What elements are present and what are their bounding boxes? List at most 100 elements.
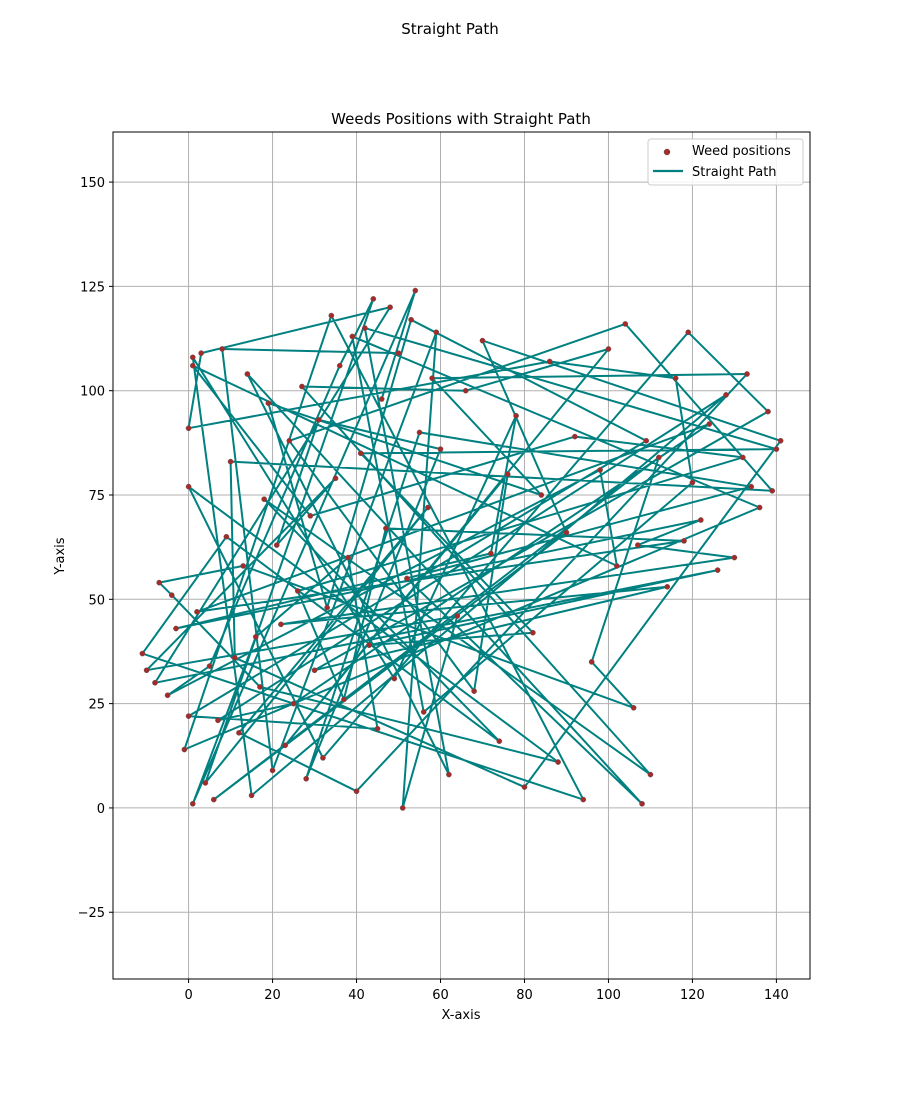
weed-point [383,525,389,532]
weed-point [488,550,494,557]
x-ticks: 0 20 40 60 80 100 120 140 [184,979,789,1003]
y-tick-label: 25 [88,698,105,713]
weed-point [404,575,410,582]
weed-point [412,287,419,294]
x-tick-label: 60 [432,988,449,1003]
weed-point [185,483,192,490]
weed-point [538,492,545,498]
weed-point [336,362,343,369]
weed-point [647,771,654,778]
weed-point [630,704,637,711]
weed-point [345,554,351,561]
legend: Weed positions Straight Path [647,138,804,186]
y-axis-label: Y-axis [53,537,68,575]
weed-point [420,709,427,715]
weed-point [698,517,704,523]
weed-point [353,788,360,795]
plot-frame [112,131,811,980]
weed-point [332,475,339,482]
weed-point [265,400,272,407]
weed-point [689,479,696,486]
weed-point [572,433,578,440]
weed-point [261,496,267,502]
weed-point [189,354,196,361]
weed-point [605,346,612,352]
weed-point [185,425,192,432]
weed-point [462,387,469,394]
weed-point [320,755,326,761]
x-axis-label: X-axis [442,1008,481,1023]
weed-point [219,346,225,352]
weed-point [278,621,284,628]
weed-point [370,296,377,302]
weed-point [324,604,330,611]
weed-point [378,396,385,402]
weed-point [286,437,293,444]
weed-point [236,730,242,736]
y-tick-label: 125 [80,280,105,295]
legend-box [647,138,804,186]
weed-point [672,375,679,381]
weed-point [744,371,750,377]
weed-point [156,579,162,586]
weed-point [496,738,503,744]
x-tick-label: 120 [680,988,705,1003]
weed-point [194,609,200,615]
weed-point [731,554,738,561]
weed-point [240,563,246,569]
weed-point [173,625,179,632]
weed-point [714,567,721,573]
weed-point [479,337,486,344]
weed-point [765,408,771,415]
weed-point [366,642,372,649]
weed-point [513,412,519,419]
weed-point [362,325,368,331]
x-tick-label: 80 [516,988,533,1003]
weed-point [580,796,587,803]
weed-point [471,688,477,694]
figure-suptitle: Straight Path [401,20,499,38]
weed-point [597,467,603,473]
weed-point [185,713,192,719]
weed-point [374,725,381,732]
weed-point [307,513,314,519]
weed-point [504,471,511,477]
weed-point [555,759,561,765]
weed-point [357,450,364,457]
weed-points [139,287,784,811]
weed-point [685,329,692,336]
weed-point [395,350,402,356]
y-tick-label: 0 [97,802,105,817]
weed-point [244,371,251,377]
y-tick-label: 100 [80,385,105,400]
weed-point [433,329,440,336]
x-tick-label: 40 [348,988,365,1003]
legend-path-label: Straight Path [692,165,777,180]
x-tick-label: 0 [184,988,192,1003]
weed-point [740,454,746,461]
weed-point [622,321,629,327]
weed-point [588,659,595,665]
y-tick-label: 150 [80,176,105,191]
x-tick-label: 140 [764,988,789,1003]
weed-point [425,504,431,511]
weed-point [231,654,238,661]
weed-point [273,542,280,548]
weed-point [252,634,259,640]
weed-point [152,679,158,686]
weed-point [189,800,196,807]
weed-point [328,312,335,319]
weed-point [269,767,276,774]
weed-point [215,717,221,724]
weed-point [563,529,570,536]
weed-point [257,684,263,690]
weed-point [446,771,452,778]
weed-point [664,583,671,590]
weed-point [299,383,305,390]
weed-point [202,780,209,786]
y-tick-label: 50 [88,593,105,608]
weed-point [614,563,620,569]
weed-point [521,784,528,790]
weed-point [210,796,217,803]
